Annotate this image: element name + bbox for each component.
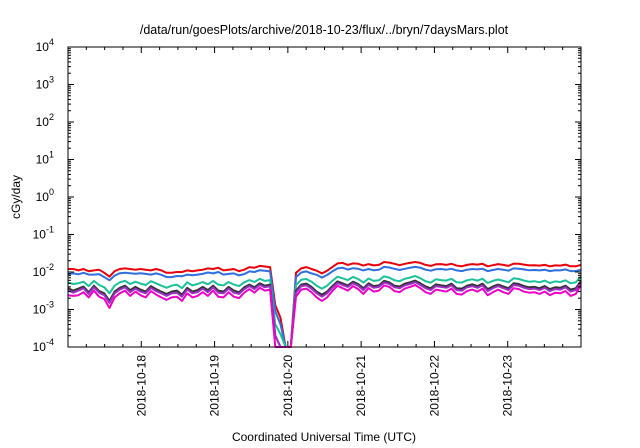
y-tick-label: 102 xyxy=(36,112,54,129)
y-tick-label: 10-1 xyxy=(33,225,54,242)
chart-title: /data/run/goesPlots/archive/2018-10-23/f… xyxy=(140,23,509,37)
x-tick-label: 2018-10-18 xyxy=(134,355,148,417)
x-tick-label: 2018-10-20 xyxy=(281,355,295,417)
x-axis-label: Coordinated Universal Time (UTC) xyxy=(232,430,416,444)
x-tick-label: 2018-10-23 xyxy=(501,355,515,417)
x-tick-label: 2018-10-22 xyxy=(427,355,441,417)
plot-frame xyxy=(67,46,582,348)
series-line-1 xyxy=(68,261,582,348)
series-line-6 xyxy=(67,284,582,348)
y-axis-label: cGy/day xyxy=(9,175,23,219)
y-tick-label: 104 xyxy=(36,37,54,54)
series-layer xyxy=(67,261,582,348)
y-axis: 10-4 10-3 10-2 10-1 100 101 102 103 104 xyxy=(33,37,581,354)
y-tick-label: 100 xyxy=(36,187,54,204)
x-axis: 2018-10-18 2018-10-19 2018-10-20 2018-10-21… xyxy=(85,47,564,417)
series-line-5 xyxy=(67,281,582,348)
y-tick-label: 103 xyxy=(36,75,54,92)
y-tick-label: 10-4 xyxy=(33,337,54,354)
y-tick-label: 10-2 xyxy=(33,262,54,279)
series-line-3 xyxy=(67,275,582,348)
y-tick-label: 10-3 xyxy=(33,300,54,317)
x-tick-label: 2018-10-19 xyxy=(208,355,222,417)
x-tick-label: 2018-10-21 xyxy=(354,355,368,417)
series-line-4 xyxy=(67,279,582,348)
series-line-2 xyxy=(67,265,582,348)
y-tick-label: 101 xyxy=(36,150,54,167)
